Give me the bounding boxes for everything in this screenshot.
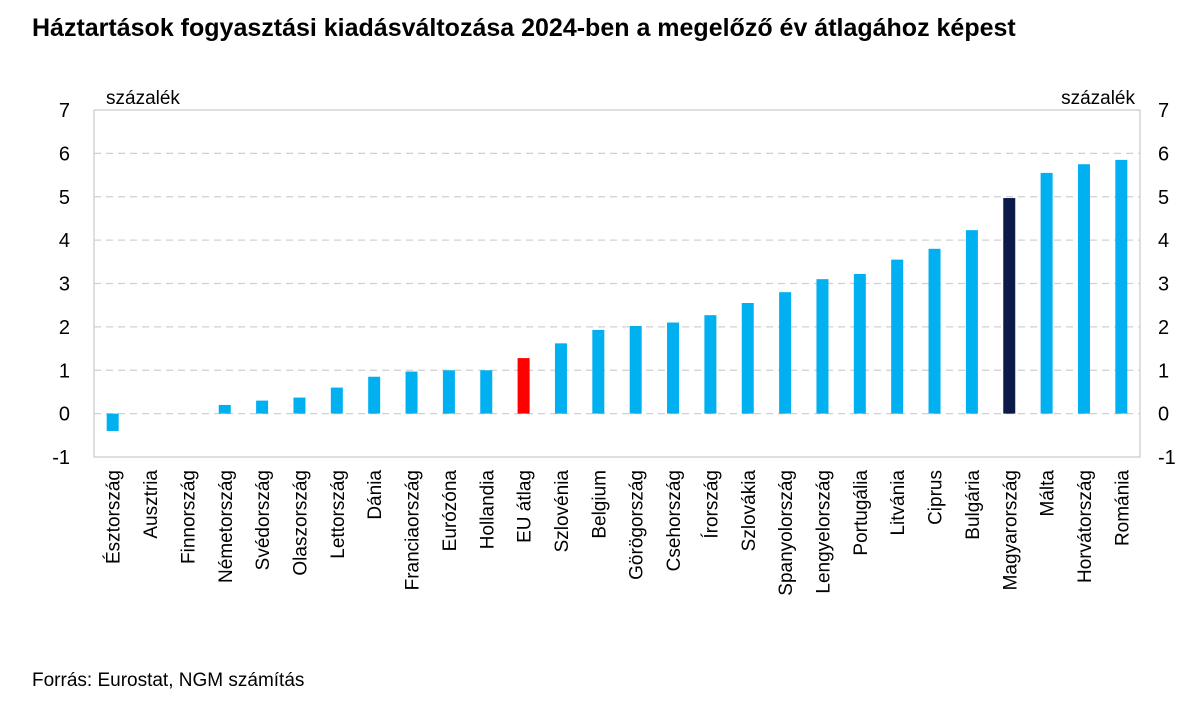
x-tick-label: Dánia [365,470,386,520]
bar-Szlovénia [554,343,567,414]
y-tick-label-left: 3 [59,274,70,296]
x-tick-label: Eurózóna [440,470,461,552]
bar-Görögország [629,326,642,414]
y-tick-label-right: -1 [1158,447,1176,469]
bar-Málta [1040,172,1053,414]
x-tick-label: Csehország [664,470,685,571]
x-tick-label: Spanyolország [776,470,797,596]
x-tick-label: Németország [216,470,237,583]
bar-Dánia [368,376,381,414]
y-axis-unit-right: százalék [1061,88,1135,109]
bar-Lengyelország [816,279,829,414]
bar-Németország [218,404,231,414]
bar-Belgium [592,329,605,414]
y-tick-label-right: 3 [1158,274,1169,296]
x-tick-label: Finnország [178,470,199,564]
y-tick-label-right: 0 [1158,404,1169,426]
y-tick-label-right: 1 [1158,360,1169,382]
x-tick-label: Románia [1112,470,1133,546]
chart-title: Háztartások fogyasztási kiadásváltozása … [32,14,1016,42]
y-tick-label-left: 7 [59,100,70,122]
bar-Portugália [853,273,866,414]
y-tick-label-left: -1 [52,447,70,469]
source-note: Forrás: Eurostat, NGM számítás [32,670,305,691]
x-tick-label: Szlovákia [739,470,760,552]
bar-Hollandia [480,370,493,414]
x-tick-label: Bulgária [963,470,984,540]
x-tick-label: Svédország [253,470,274,570]
x-tick-label: Litvánia [888,470,909,536]
y-tick-label-right: 6 [1158,143,1169,165]
x-tick-label: Ausztria [141,470,162,539]
x-tick-label: Portugália [851,470,872,556]
y-tick-label-right: 2 [1158,317,1169,339]
y-tick-label-right: 5 [1158,187,1169,209]
y-tick-label-left: 5 [59,187,70,209]
x-tick-label: Magyarország [1000,470,1021,590]
bar-Ciprus [928,248,941,414]
bar-Csehország [667,322,680,414]
bar-Románia [1115,159,1128,414]
y-tick-label-right: 7 [1158,100,1169,122]
bar-Spanyolország [779,292,792,414]
x-tick-label: Ciprus [926,470,947,525]
y-tick-label-left: 0 [59,404,70,426]
y-tick-label-left: 2 [59,317,70,339]
bar-Írország [704,315,717,414]
x-tick-label: EU átlag [515,470,536,543]
x-tick-label: Hollandia [477,470,498,550]
y-axis-unit-left: százalék [106,88,180,109]
x-tick-label: Lettország [328,470,349,559]
x-tick-label: Franciaország [403,470,424,590]
bar-Magyarország [1003,198,1016,414]
bar-Litvánia [891,259,904,414]
x-tick-label: Málta [1038,470,1059,517]
bar-Horvátország [1077,164,1090,414]
y-tick-label-left: 6 [59,143,70,165]
x-tick-label: Horvátország [1075,470,1096,583]
bar-Svédország [256,400,269,414]
y-tick-label-left: 4 [59,230,70,252]
x-tick-label: Lengyelország [813,470,834,594]
y-tick-label-left: 1 [59,360,70,382]
x-tick-label: Belgium [589,470,610,539]
x-tick-label: Írország [701,470,722,539]
bar-Olaszország [293,397,306,414]
bar-Bulgária [965,230,978,414]
bar-Szlovákia [741,303,754,414]
bar-Franciaország [405,371,418,414]
x-tick-label: Észtország [104,470,125,564]
bar-Lettország [330,387,343,414]
bar-EU átlag [517,358,530,414]
y-tick-label-right: 4 [1158,230,1169,252]
bar-Észtország [106,413,119,431]
x-tick-label: Görögország [627,470,648,580]
x-tick-label: Olaszország [290,470,311,576]
x-tick-label: Szlovénia [552,470,573,553]
bar-Eurózóna [442,370,455,414]
